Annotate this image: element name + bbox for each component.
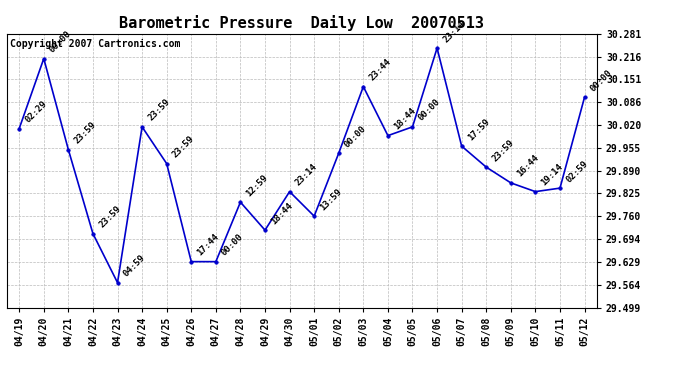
Text: 23:14: 23:14 bbox=[441, 19, 466, 44]
Text: 00:00: 00:00 bbox=[417, 98, 442, 123]
Text: 23:59: 23:59 bbox=[491, 138, 515, 163]
Text: 00:00: 00:00 bbox=[343, 124, 368, 149]
Text: 23:59: 23:59 bbox=[97, 204, 122, 230]
Text: 23:14: 23:14 bbox=[294, 162, 319, 188]
Text: 00:00: 00:00 bbox=[220, 232, 246, 258]
Text: 19:14: 19:14 bbox=[540, 162, 565, 188]
Text: 23:59: 23:59 bbox=[171, 134, 196, 159]
Text: 04:59: 04:59 bbox=[121, 253, 147, 279]
Text: 00:00: 00:00 bbox=[589, 68, 614, 93]
Text: 16:44: 16:44 bbox=[515, 153, 540, 179]
Text: 17:59: 17:59 bbox=[466, 117, 491, 142]
Text: Copyright 2007 Cartronics.com: Copyright 2007 Cartronics.com bbox=[10, 39, 180, 49]
Title: Barometric Pressure  Daily Low  20070513: Barometric Pressure Daily Low 20070513 bbox=[119, 15, 484, 31]
Text: 18:44: 18:44 bbox=[269, 201, 295, 226]
Text: 23:59: 23:59 bbox=[72, 120, 98, 146]
Text: 18:44: 18:44 bbox=[392, 106, 417, 132]
Text: 17:44: 17:44 bbox=[195, 232, 221, 258]
Text: 23:59: 23:59 bbox=[146, 98, 172, 123]
Text: 12:59: 12:59 bbox=[244, 172, 270, 198]
Text: 13:59: 13:59 bbox=[318, 187, 344, 212]
Text: 23:44: 23:44 bbox=[368, 57, 393, 82]
Text: 02:29: 02:29 bbox=[23, 99, 49, 124]
Text: 00:00: 00:00 bbox=[48, 29, 73, 54]
Text: 02:59: 02:59 bbox=[564, 159, 589, 184]
